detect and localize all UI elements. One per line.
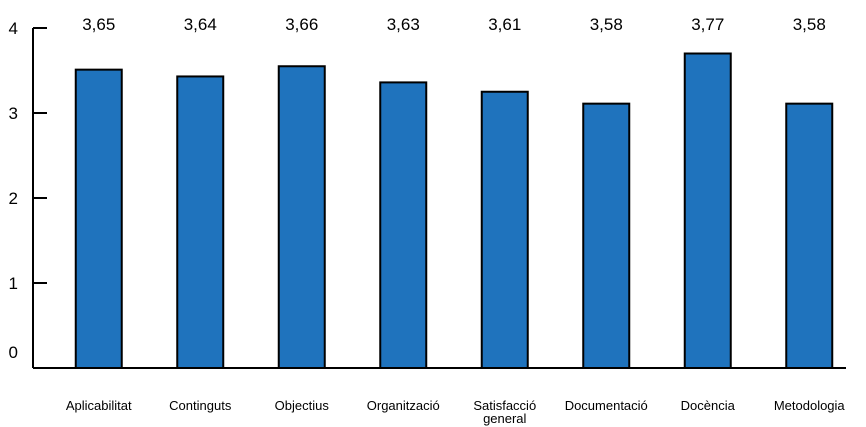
x-category-label: Docència bbox=[681, 398, 736, 413]
bar bbox=[277, 65, 326, 369]
bar-value-label: 3,58 bbox=[590, 15, 623, 34]
bar-value-label: 3,65 bbox=[82, 15, 115, 34]
bar bbox=[683, 52, 732, 369]
bar-value-label: 3,61 bbox=[488, 15, 521, 34]
bar bbox=[480, 90, 529, 369]
bar-value-label: 3,63 bbox=[387, 15, 420, 34]
bars-group bbox=[74, 52, 834, 370]
y-tick-label: 0 bbox=[9, 343, 18, 362]
data-labels-group: 3,65 3,64 3,66 3,63 3,61 3,58 3,77 3,58 bbox=[82, 15, 826, 34]
bar-value-label: 3,58 bbox=[793, 15, 826, 34]
bar-value-label: 3,64 bbox=[184, 15, 217, 34]
bar bbox=[582, 102, 631, 370]
x-category-label: Organització bbox=[367, 398, 440, 413]
bar bbox=[785, 102, 834, 370]
x-category-label: Satisfacció general bbox=[473, 398, 536, 426]
y-tick-label: 1 bbox=[9, 274, 18, 293]
y-tick-label: 4 bbox=[9, 19, 18, 38]
x-category-label: Metodologia bbox=[774, 398, 846, 413]
category-labels-group: Aplicabilitat Continguts Objectius Organitz… bbox=[66, 398, 846, 426]
y-tick-label: 3 bbox=[9, 104, 18, 123]
bar bbox=[379, 81, 428, 370]
x-category-label: Objectius bbox=[275, 398, 330, 413]
bar-value-label: 3,77 bbox=[691, 15, 724, 34]
x-category-label: Documentació bbox=[565, 398, 648, 413]
bar bbox=[74, 68, 123, 370]
x-category-label: Continguts bbox=[169, 398, 232, 413]
bar bbox=[176, 75, 225, 369]
bar-value-label: 3,66 bbox=[285, 15, 318, 34]
x-category-label: Aplicabilitat bbox=[66, 398, 132, 413]
y-tick-label: 2 bbox=[9, 189, 18, 208]
